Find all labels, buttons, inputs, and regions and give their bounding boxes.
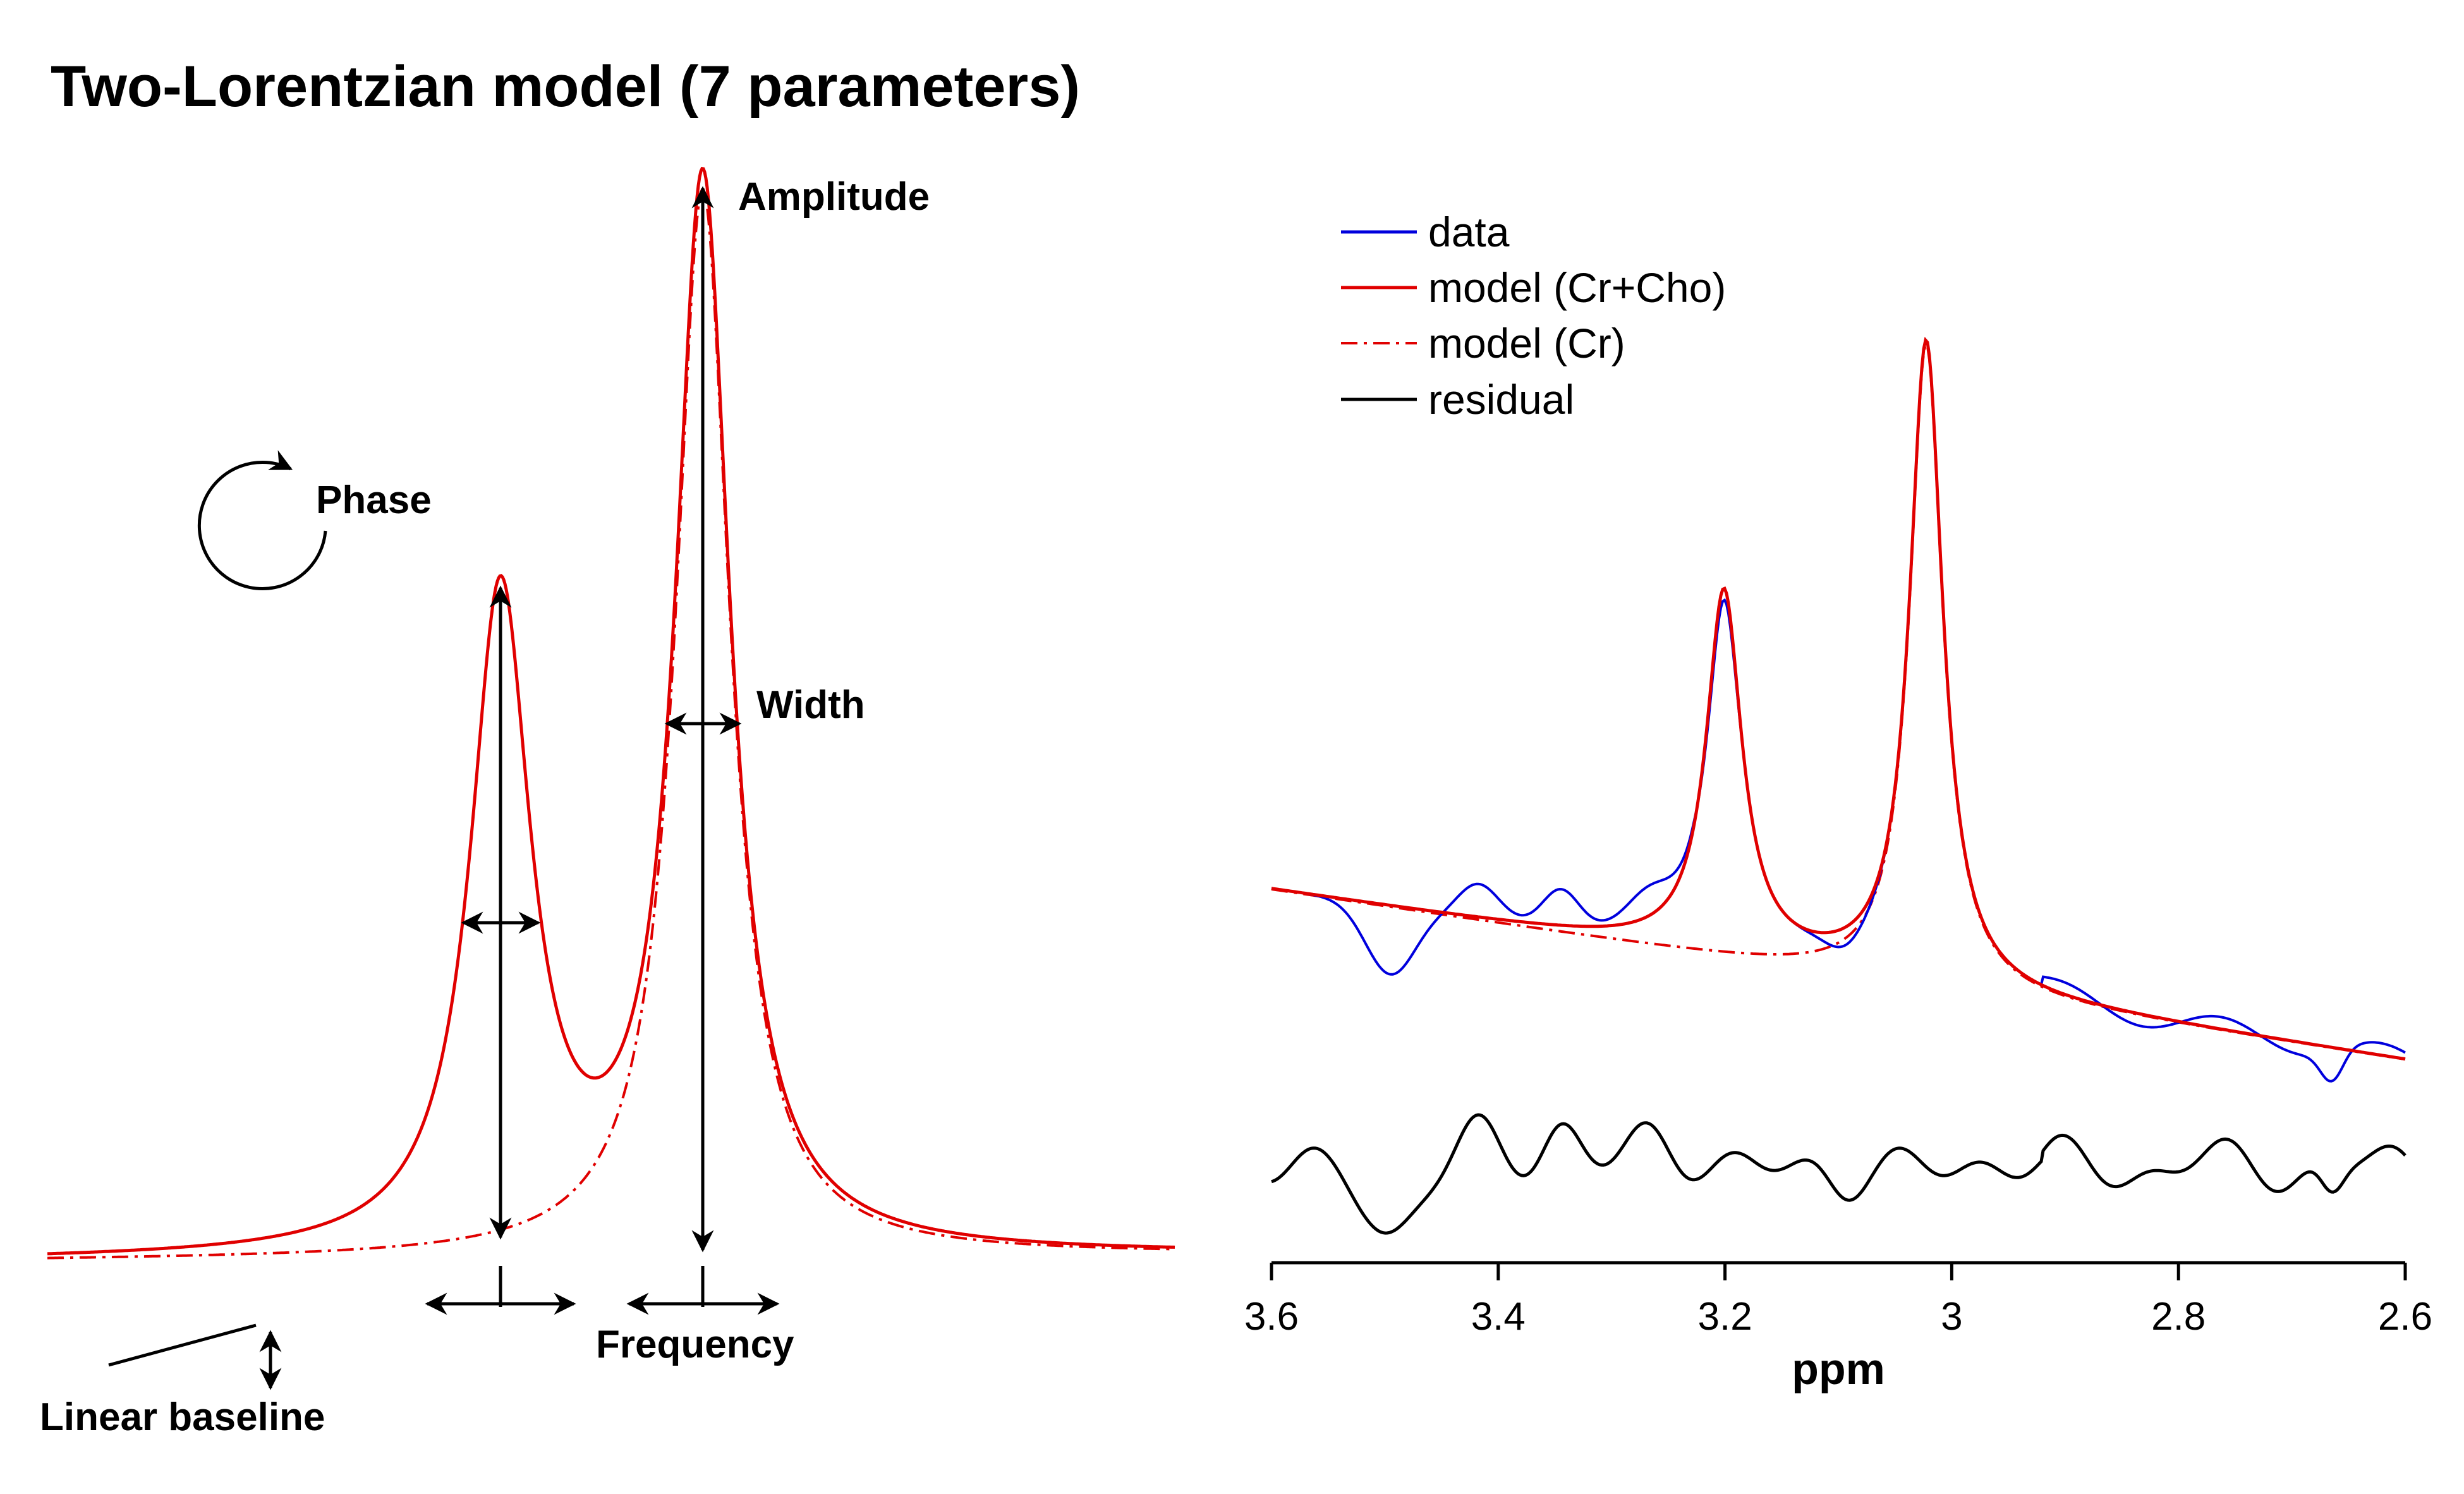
x-tick-label: 3.2 — [1697, 1295, 1752, 1339]
plot-series-group — [1271, 336, 2406, 1235]
legend-label-data: data — [1428, 209, 1510, 255]
schematic-panel: Amplitude Width Phase Frequency Linear b… — [40, 166, 1175, 1439]
two-lorentzian-curve — [47, 166, 1175, 1256]
circular-arrow-icon — [197, 450, 327, 590]
x-axis-ticks: 3.6 3.4 3.2 3 2.8 2.6 — [1244, 1263, 2432, 1339]
legend-label-residual: residual — [1428, 376, 1574, 423]
baseline-label: Linear baseline — [40, 1395, 325, 1439]
x-tick-label: 2.8 — [2151, 1295, 2206, 1339]
single-lorentzian-curve — [47, 188, 1175, 1260]
series-model-cr-cho — [1271, 336, 2406, 1061]
series-data — [1271, 337, 2406, 1083]
amplitude-label: Amplitude — [738, 175, 930, 219]
phase-label: Phase — [316, 478, 432, 522]
x-tick-label: 3.6 — [1244, 1295, 1299, 1339]
legend-label-model-cr: model (Cr) — [1428, 320, 1625, 367]
x-axis-label: ppm — [1792, 1344, 1885, 1394]
sloped-line-icon — [108, 1323, 257, 1367]
x-tick-label: 2.6 — [2378, 1295, 2432, 1339]
x-tick-label: 3 — [1941, 1295, 1962, 1339]
legend: data model (Cr+Cho) model (Cr) residual — [1341, 209, 1726, 423]
figure-title: Two-Lorentzian model (7 parameters) — [51, 54, 1080, 119]
series-model-cr — [1271, 341, 2406, 1061]
legend-label-model-cr-cho: model (Cr+Cho) — [1428, 264, 1726, 311]
frequency-label: Frequency — [596, 1323, 794, 1366]
series-residual — [1271, 1113, 2406, 1235]
spectrum-plot: 3.6 3.4 3.2 3 2.8 2.6 ppm data model (Cr+Cho)… — [1244, 209, 2432, 1394]
x-tick-label: 3.4 — [1471, 1295, 1526, 1339]
width-label: Width — [756, 683, 865, 727]
